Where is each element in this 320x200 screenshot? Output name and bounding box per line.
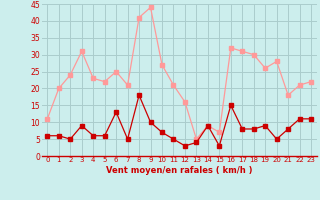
X-axis label: Vent moyen/en rafales ( km/h ): Vent moyen/en rafales ( km/h ) bbox=[106, 166, 252, 175]
